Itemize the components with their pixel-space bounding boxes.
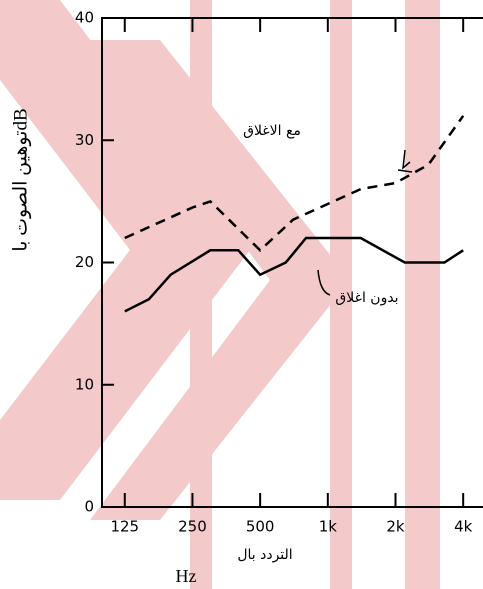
x-tick-label: 125 — [110, 518, 139, 536]
x-label-unit: Hz — [176, 566, 197, 586]
leader-arrow — [397, 149, 413, 173]
leader-line — [317, 269, 331, 296]
x-tick-label: 4k — [454, 518, 473, 536]
y-tick-label: 30 — [75, 131, 94, 149]
y-label: توهين الصوت باdB — [10, 108, 31, 251]
y-tick-label: 0 — [84, 498, 94, 516]
y-tick-label: 20 — [75, 253, 94, 271]
x-tick-label: 500 — [246, 518, 275, 536]
x-tick-label: 1k — [319, 518, 338, 536]
x-tick-label: 250 — [178, 518, 207, 536]
annotation: بدون اغلاق — [335, 290, 398, 306]
watermark — [0, 0, 440, 589]
annotation: مع الاغلاق — [243, 123, 301, 139]
series-line — [124, 236, 464, 313]
series-line — [124, 115, 465, 253]
y-tick-label: 10 — [75, 375, 94, 393]
x-tick-label: 2k — [386, 518, 405, 536]
x-label: التردد بال — [237, 547, 292, 563]
y-tick-label: 40 — [75, 9, 94, 27]
